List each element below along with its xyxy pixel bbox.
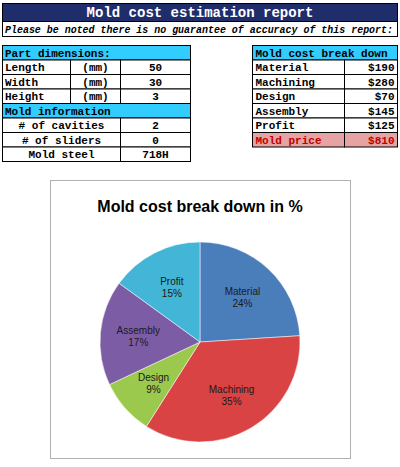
total-value: $810 (368, 135, 394, 147)
cell (253, 60, 345, 75)
cell (71, 75, 121, 90)
total-label: Mold price (256, 135, 322, 147)
cell (71, 89, 121, 104)
cell (121, 75, 191, 90)
cell-text: $125 (368, 120, 395, 132)
cell-text: Machining (256, 77, 315, 89)
cell-text: 2 (152, 120, 159, 132)
cell-text: (mm) (82, 91, 108, 103)
cell (3, 60, 71, 75)
slice-label: Machining (209, 384, 255, 395)
cell-text: 0 (152, 135, 159, 147)
cell (345, 75, 398, 90)
cell-text: 3 (152, 91, 159, 103)
cell (3, 75, 71, 90)
cell-text: Mold steel (28, 149, 94, 161)
cell-text: (mm) (82, 77, 108, 89)
table-title: Mold cost break down (256, 48, 388, 60)
cell-text: 718H (142, 149, 168, 161)
background (0, 0, 400, 467)
cell (3, 147, 121, 162)
pie-labels: Material24%Machining35%Design9%Assembly1… (117, 276, 261, 408)
cell (3, 118, 121, 133)
chart-frame (51, 181, 351, 459)
title-bar (3, 4, 398, 22)
cell-text: Profit (256, 120, 296, 132)
cell (121, 147, 191, 162)
table-title: Part dimensions: (5, 48, 111, 60)
cell-text: $280 (368, 77, 394, 89)
cell (121, 89, 191, 104)
report-note: Please be noted there is no guarantee of… (5, 25, 393, 36)
cell (3, 133, 121, 148)
cell-text: 50 (149, 62, 162, 74)
cell-text: Height (5, 91, 45, 103)
data-label: 15% (162, 288, 182, 299)
report: Mold cost estimation report Please be not… (0, 0, 400, 467)
pie-slice (200, 242, 300, 342)
table-header (253, 46, 398, 61)
table-header (3, 46, 191, 61)
cell-text: Length (5, 62, 45, 74)
page: Mold cost estimation report Please be not… (0, 0, 400, 467)
data-label: 17% (128, 337, 148, 348)
cell-text: (mm) (82, 62, 108, 74)
cell (3, 89, 71, 104)
cell-text: Assembly (256, 106, 309, 118)
cell (253, 75, 345, 90)
cell (121, 133, 191, 148)
cell-text: $145 (368, 106, 395, 118)
total-cell (253, 133, 345, 148)
cell (345, 104, 398, 119)
cell (253, 89, 345, 104)
slice-label: Material (225, 286, 261, 297)
data-label: 35% (222, 396, 242, 407)
slice-label: Design (138, 372, 169, 383)
note-row (3, 22, 398, 37)
cell (253, 104, 345, 119)
report-title: Mold cost estimation report (87, 5, 314, 21)
data-label: 9% (146, 384, 161, 395)
cell-text: $190 (368, 62, 394, 74)
cell-text: Width (5, 77, 38, 89)
cell-text: Design (256, 91, 296, 103)
table-header (3, 104, 191, 119)
cell (345, 89, 398, 104)
slice-label: Profit (160, 276, 184, 287)
cell (253, 118, 345, 133)
cell-text: # of cavities (19, 120, 105, 132)
cell (345, 60, 398, 75)
cell (121, 60, 191, 75)
cell-text: Material (256, 62, 309, 74)
cell-text: $70 (375, 91, 395, 103)
slice-label: Assembly (117, 325, 160, 336)
cell (345, 118, 398, 133)
cell (121, 118, 191, 133)
table-title: Mold information (5, 106, 111, 118)
pie (100, 242, 300, 442)
chart-title: Mold cost break down in % (97, 198, 302, 215)
data-label: 24% (232, 298, 252, 309)
total-cell (345, 133, 398, 148)
cell-text: 30 (149, 77, 162, 89)
cell-text: # of sliders (22, 135, 101, 147)
cell (71, 60, 121, 75)
